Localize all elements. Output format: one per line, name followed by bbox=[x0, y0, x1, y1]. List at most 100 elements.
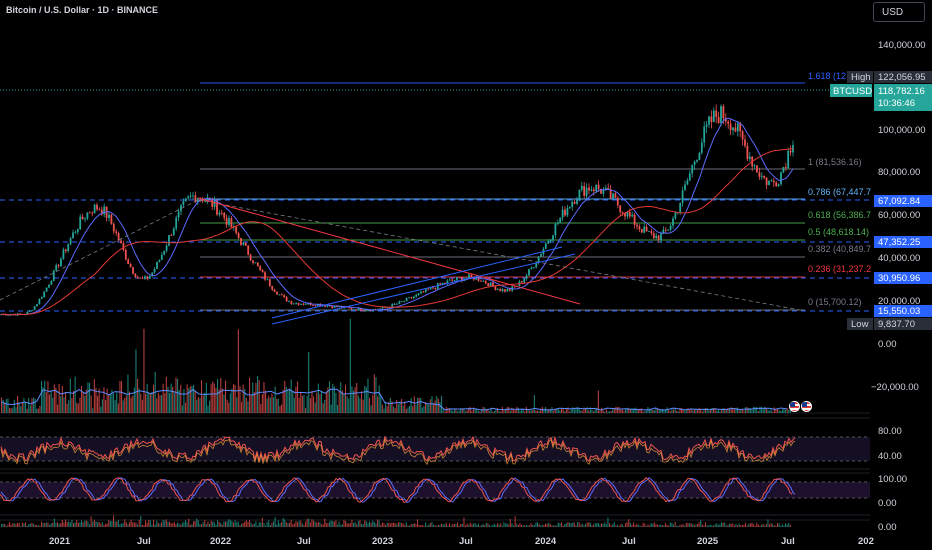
volume-bar bbox=[340, 382, 342, 413]
volume-bar bbox=[380, 395, 382, 413]
volume-bar bbox=[634, 407, 636, 413]
volume-bar-small bbox=[172, 523, 174, 527]
volume-bar-small bbox=[780, 525, 782, 527]
volume-bar-small bbox=[732, 523, 734, 527]
volume-bar bbox=[287, 390, 289, 413]
volume-bar bbox=[735, 407, 737, 413]
volume-bar bbox=[129, 391, 131, 413]
time-label: Jul bbox=[297, 536, 311, 547]
volume-bar bbox=[561, 407, 563, 413]
volume-bar-small bbox=[762, 523, 764, 527]
volume-bar-small bbox=[164, 520, 166, 527]
symbol-tag: BTCUSD bbox=[833, 86, 872, 97]
candle bbox=[441, 282, 444, 285]
volume-bar-small bbox=[719, 523, 721, 527]
volume-bar-small bbox=[29, 523, 31, 527]
candle bbox=[165, 245, 168, 251]
volume-bar-small bbox=[450, 525, 452, 527]
volume-bar-small bbox=[239, 525, 241, 527]
volume-bar-small bbox=[154, 524, 156, 527]
candle bbox=[484, 280, 487, 284]
volume-bar-small bbox=[666, 524, 668, 527]
volume-bar-small bbox=[65, 519, 67, 527]
volume-bar-small bbox=[237, 521, 239, 527]
candle bbox=[316, 304, 319, 307]
volume-bar bbox=[748, 408, 750, 413]
volume-bar-small bbox=[657, 524, 659, 527]
volume-bar-small bbox=[383, 522, 385, 527]
volume-bar bbox=[100, 406, 102, 413]
volume-bar bbox=[513, 409, 515, 413]
volume-bar-small bbox=[489, 524, 491, 527]
price-tick: 140,000.00 bbox=[878, 40, 926, 51]
volume-bar bbox=[89, 382, 91, 413]
volume-bar bbox=[338, 391, 340, 413]
volume-bar-small bbox=[2, 523, 4, 527]
volume-bar-small bbox=[204, 519, 206, 527]
oscillator-axis[interactable]: 80.00 40.00 100.00 0.00 0.00 bbox=[878, 426, 907, 533]
volume-bar-small bbox=[41, 521, 43, 527]
candle bbox=[7, 315, 10, 316]
candle bbox=[626, 212, 629, 217]
price-axis[interactable]: 140,000.00 100,000.00 80,000.00 60,000.0… bbox=[871, 40, 926, 393]
volume-bar bbox=[468, 407, 470, 413]
candle bbox=[657, 235, 660, 241]
candle bbox=[381, 306, 384, 309]
volume-bar bbox=[114, 400, 116, 413]
volume-bar bbox=[562, 408, 564, 413]
volume-bar-small bbox=[39, 525, 41, 527]
volume-bar-small bbox=[325, 522, 327, 527]
volume-bar bbox=[221, 388, 223, 413]
volume-bar-small bbox=[505, 523, 507, 527]
volume-bar-small bbox=[673, 524, 675, 527]
volume-bar-small bbox=[709, 524, 711, 527]
volume-bar-small bbox=[364, 520, 366, 527]
volume-bar-small bbox=[551, 525, 553, 527]
candle bbox=[729, 123, 732, 131]
volume-bar bbox=[410, 397, 412, 413]
candle bbox=[648, 231, 650, 232]
candle bbox=[460, 277, 463, 281]
dashed-trendline bbox=[197, 199, 801, 311]
volume-bar-small bbox=[191, 524, 193, 527]
volume-bar-small bbox=[365, 521, 367, 527]
candle bbox=[331, 306, 334, 308]
candle bbox=[324, 305, 326, 307]
volume-bar-small bbox=[177, 522, 179, 527]
volume-bar bbox=[697, 410, 699, 413]
volume-bar-small bbox=[205, 524, 207, 527]
volume-bar-small bbox=[572, 522, 574, 527]
fib-label: 0 (15,700.12) bbox=[808, 297, 862, 307]
candle bbox=[300, 303, 302, 305]
volume-bar-small bbox=[733, 525, 735, 527]
volume-bar-small bbox=[759, 525, 761, 527]
volume-bar bbox=[266, 398, 268, 413]
us-flag-icon[interactable] bbox=[789, 401, 800, 412]
candle bbox=[57, 265, 60, 267]
candle bbox=[727, 121, 730, 124]
volume-bar bbox=[173, 392, 175, 413]
level-badge: 30,950.96 bbox=[878, 273, 920, 284]
high-value: 122,056.95 bbox=[878, 72, 926, 83]
volume-bar-small bbox=[249, 520, 251, 527]
volume-bar bbox=[757, 411, 759, 413]
volume-bar bbox=[575, 408, 577, 413]
volume-bar bbox=[404, 401, 406, 413]
volume-bar bbox=[71, 398, 73, 413]
volume-bar-small bbox=[653, 522, 655, 527]
time-axis[interactable]: 2021 Jul 2022 Jul 2023 Jul 2024 Jul 2025… bbox=[49, 536, 874, 547]
candle bbox=[403, 301, 406, 302]
volume-bar-small bbox=[554, 525, 556, 527]
candle bbox=[76, 229, 79, 233]
volume-bar bbox=[241, 402, 243, 413]
candle bbox=[537, 256, 540, 263]
candle bbox=[489, 282, 492, 287]
currency-selector[interactable]: USD bbox=[873, 2, 925, 22]
volume-bar-small bbox=[434, 525, 436, 527]
us-flag-icon[interactable] bbox=[801, 401, 812, 412]
volume-bar bbox=[189, 386, 191, 413]
volume-bar bbox=[497, 407, 499, 413]
candle bbox=[127, 259, 130, 264]
volume-bar bbox=[161, 394, 163, 413]
